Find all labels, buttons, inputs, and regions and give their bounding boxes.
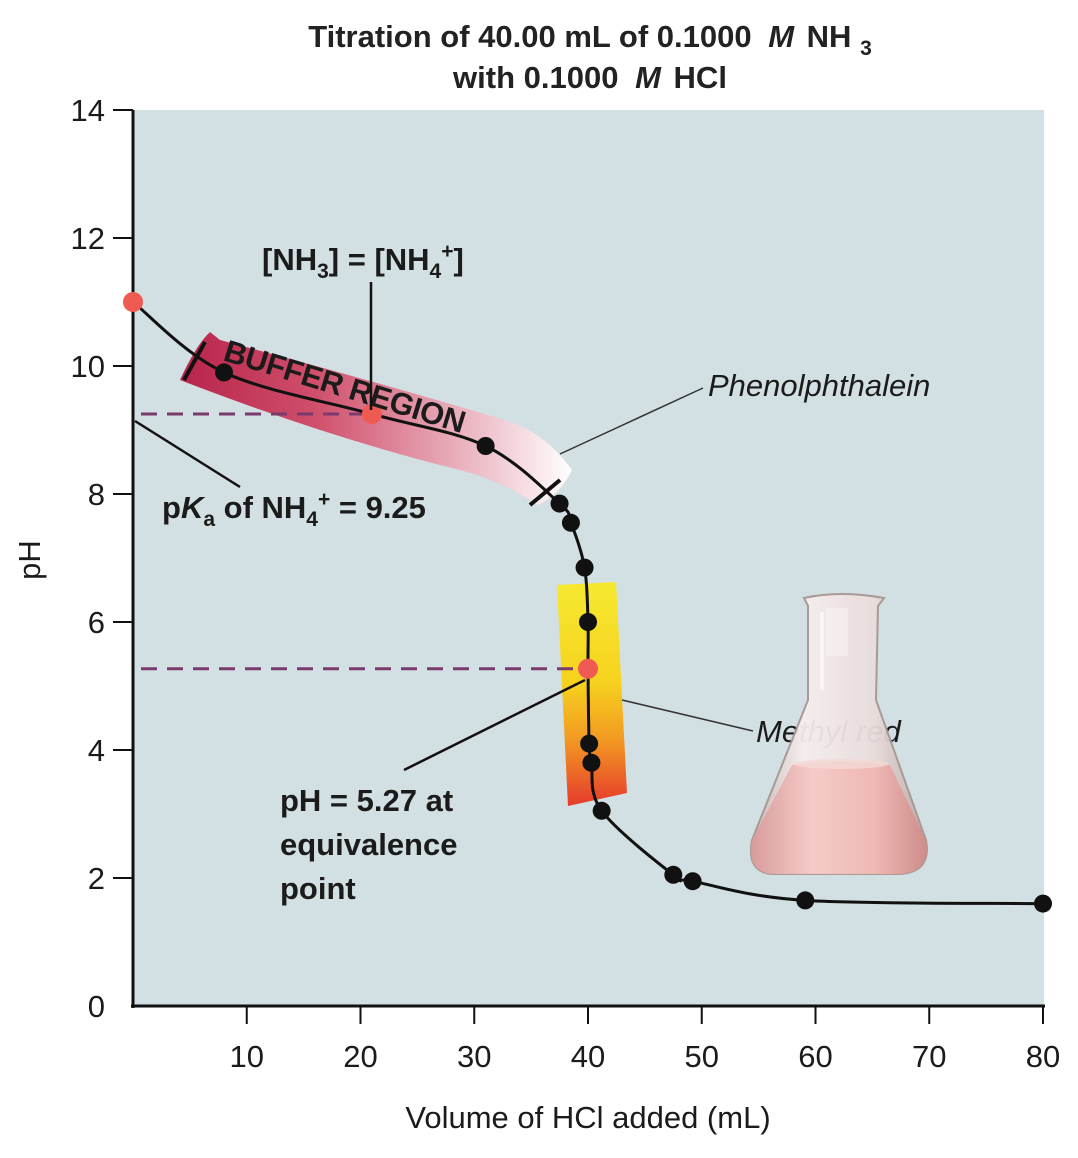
x-tick-label: 20 (343, 1039, 377, 1074)
data-point (1034, 894, 1052, 913)
methyl-red-band (557, 582, 627, 806)
x-tick-label: 10 (230, 1039, 264, 1074)
data-point (580, 734, 599, 753)
data-point (476, 437, 495, 455)
x-tick-label: 70 (912, 1039, 946, 1074)
data-point (575, 558, 594, 577)
data-point (582, 753, 601, 772)
phenolphthalein-pointer (559, 387, 704, 455)
axes: 0 2 4 6 8 10 12 14 10 20 30 40 50 60 70 80 (71, 93, 1061, 1074)
equivalence-label-line2: equivalence (280, 827, 457, 862)
phenolphthalein-label: Phenolphthalein (708, 368, 930, 403)
x-tick-label: 60 (798, 1039, 832, 1074)
equivalence-label-line3: point (280, 871, 356, 906)
x-tick-label: 30 (457, 1039, 491, 1074)
y-tick-label: 10 (71, 349, 105, 384)
data-point (550, 494, 569, 513)
x-tick-label: 40 (571, 1039, 605, 1074)
x-tick-label: 50 (685, 1039, 719, 1074)
y-tick-label: 6 (88, 605, 105, 640)
data-point (592, 801, 611, 820)
chart-title: Titration of 40.00 mL of 0.1000 M NH 3 (308, 19, 872, 60)
equivalence-label-line1: pH = 5.27 at (280, 783, 453, 818)
highlighted-data-point (361, 404, 382, 424)
y-axis-label: pH (12, 540, 47, 580)
pka-label: pKa of NH4+ = 9.25 (162, 488, 426, 531)
chart-subtitle: with 0.1000 M HCl (452, 60, 727, 95)
y-tick-label: 14 (71, 93, 105, 128)
data-point (664, 865, 683, 884)
highlighted-data-point (123, 292, 143, 312)
data-point (579, 613, 597, 631)
y-tick-label: 4 (88, 733, 105, 768)
data-point (796, 891, 815, 910)
y-tick-label: 0 (88, 989, 105, 1024)
phenolphthalein-tick (528, 478, 562, 507)
pka-pointer (134, 419, 241, 489)
data-point (683, 872, 702, 891)
half-equiv-label: [NH3] = [NH4+] (262, 240, 464, 283)
methyl-red-pointer (621, 699, 754, 732)
data-point (215, 363, 233, 382)
x-axis-label: Volume of HCl added (mL) (405, 1100, 770, 1135)
y-tick-label: 12 (71, 221, 105, 256)
highlighted-data-point (578, 658, 598, 679)
equivalence-pointer (403, 678, 586, 772)
buffer-start-tick (182, 341, 207, 381)
data-point (561, 513, 580, 532)
y-tick-label: 8 (88, 477, 105, 512)
y-tick-label: 2 (88, 861, 105, 896)
data-points (123, 292, 1052, 913)
x-tick-label: 80 (1026, 1039, 1060, 1074)
flask-icon (750, 593, 928, 875)
